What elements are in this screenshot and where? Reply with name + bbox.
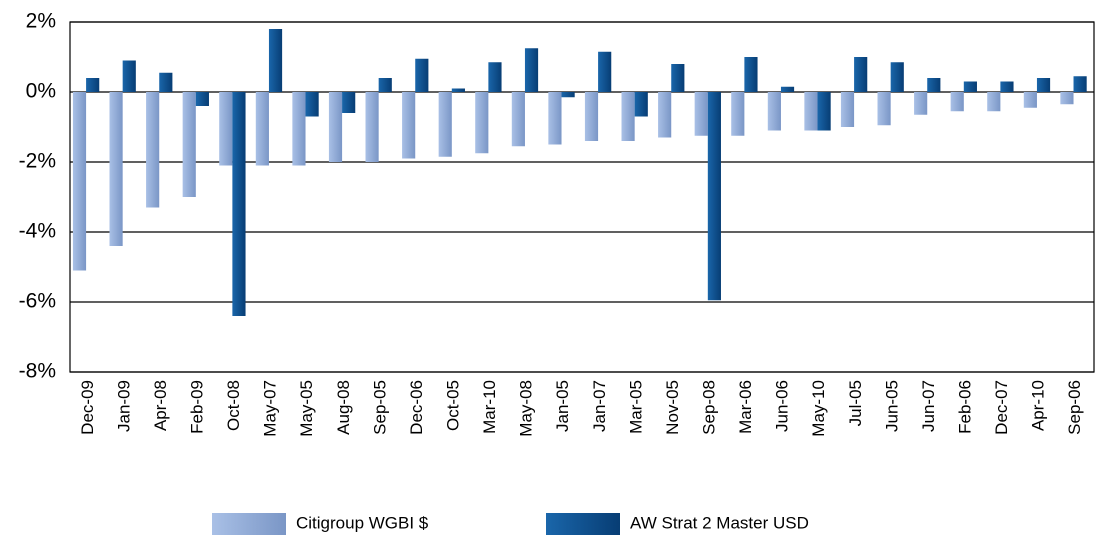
x-tick-label: May-10 bbox=[809, 380, 828, 437]
legend-swatch bbox=[546, 513, 620, 535]
x-tick-label: Jun-06 bbox=[773, 380, 792, 432]
x-tick-label: Dec-07 bbox=[992, 380, 1011, 435]
bar bbox=[927, 78, 941, 92]
bar bbox=[255, 92, 269, 166]
x-tick-label: Feb-09 bbox=[187, 380, 206, 434]
legend-swatch bbox=[212, 513, 286, 535]
x-tick-label: May-05 bbox=[297, 380, 316, 437]
x-tick-label: May-07 bbox=[261, 380, 280, 437]
x-tick-label: Jan-09 bbox=[114, 380, 133, 432]
plot-frame bbox=[69, 21, 1095, 373]
bar bbox=[561, 92, 575, 98]
bar bbox=[804, 92, 818, 131]
bar bbox=[707, 92, 721, 301]
x-tick-label: Mar-10 bbox=[480, 380, 499, 434]
bar bbox=[584, 92, 599, 141]
bar bbox=[621, 92, 635, 141]
bar bbox=[840, 92, 855, 127]
bar bbox=[438, 92, 452, 157]
bar bbox=[182, 92, 196, 197]
bar bbox=[1023, 92, 1037, 108]
bar bbox=[451, 88, 465, 92]
x-tick-label: Apr-08 bbox=[151, 380, 170, 431]
y-tick-label: -4% bbox=[19, 220, 56, 243]
y-tick-label: -8% bbox=[19, 360, 56, 383]
bar bbox=[987, 92, 1001, 112]
x-tick-label: Feb-06 bbox=[955, 380, 974, 434]
bar bbox=[292, 92, 306, 166]
bar bbox=[232, 92, 246, 316]
bar bbox=[950, 92, 964, 112]
bar bbox=[1000, 81, 1014, 92]
bar bbox=[72, 92, 87, 271]
x-tick-label: Jun-05 bbox=[882, 380, 901, 432]
x-tick-label: Sep-08 bbox=[699, 380, 718, 435]
bar bbox=[475, 92, 489, 154]
bar bbox=[634, 92, 648, 117]
x-tick-label: Jun-07 bbox=[919, 380, 938, 432]
bar bbox=[671, 64, 685, 92]
bar bbox=[1060, 92, 1074, 105]
bar bbox=[744, 57, 758, 92]
x-tick-label: Jan-05 bbox=[553, 380, 572, 432]
bar bbox=[548, 92, 562, 145]
bar bbox=[511, 92, 525, 147]
x-tick-label: Aug-08 bbox=[334, 380, 353, 435]
bar bbox=[305, 92, 319, 117]
bar bbox=[342, 92, 356, 113]
x-tick-label: Dec-06 bbox=[407, 380, 426, 435]
bar bbox=[415, 58, 429, 92]
bar bbox=[365, 92, 379, 162]
bar bbox=[963, 81, 977, 92]
bar bbox=[780, 86, 795, 92]
x-tick-label: Jan-07 bbox=[590, 380, 609, 432]
bar bbox=[1073, 76, 1087, 92]
y-tick-label: 0% bbox=[26, 80, 56, 103]
x-tick-label: Dec-09 bbox=[78, 380, 97, 435]
bar bbox=[268, 29, 283, 92]
bar bbox=[890, 62, 904, 92]
bar bbox=[109, 92, 123, 246]
bar bbox=[731, 92, 745, 136]
x-tick-label: Nov-05 bbox=[663, 380, 682, 435]
x-tick-label: Sep-05 bbox=[370, 380, 389, 435]
bar bbox=[694, 92, 708, 136]
x-tick-label: Sep-06 bbox=[1065, 380, 1084, 435]
x-tick-label: Apr-10 bbox=[1029, 380, 1048, 431]
y-tick-label: -6% bbox=[19, 290, 56, 313]
bar bbox=[854, 57, 868, 92]
x-tick-label: Mar-06 bbox=[736, 380, 755, 434]
y-tick-label: -2% bbox=[19, 150, 56, 173]
x-tick-label: May-08 bbox=[517, 380, 536, 437]
y-tick-label: 2% bbox=[26, 10, 56, 33]
legend-label: AW Strat 2 Master USD bbox=[630, 513, 809, 532]
x-tick-label: Jul-05 bbox=[846, 380, 865, 426]
bar bbox=[378, 78, 392, 92]
x-tick-label: Oct-05 bbox=[443, 380, 462, 431]
bar bbox=[658, 92, 672, 138]
bar bbox=[195, 92, 209, 106]
bar bbox=[524, 48, 539, 92]
bar bbox=[488, 62, 502, 92]
bar bbox=[86, 78, 100, 92]
bar bbox=[159, 72, 173, 92]
bar bbox=[1036, 78, 1051, 92]
bar bbox=[146, 92, 160, 208]
x-tick-label: Mar-05 bbox=[626, 380, 645, 434]
bar bbox=[219, 92, 233, 166]
bar bbox=[817, 92, 831, 131]
bar bbox=[122, 60, 136, 92]
bar bbox=[877, 92, 891, 126]
bar bbox=[767, 92, 781, 131]
x-tick-label: Oct-08 bbox=[224, 380, 243, 431]
bar bbox=[598, 51, 612, 92]
legend-label: Citigroup WGBI $ bbox=[296, 513, 429, 532]
bar bbox=[914, 92, 928, 115]
bar bbox=[402, 92, 416, 159]
bar bbox=[328, 92, 343, 162]
